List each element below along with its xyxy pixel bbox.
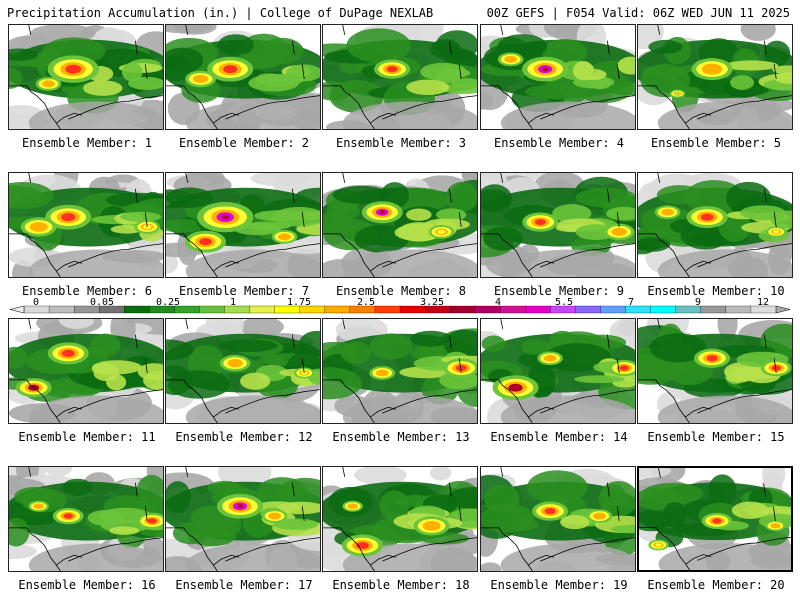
ensemble-member-label-17: Ensemble Member: 17 [175,578,313,592]
colorbar-tick-label: 1 [229,297,237,308]
run-info: 00Z GEFS | F054 Valid: 06Z WED JUN 11 20… [486,6,790,20]
colorbar-tick-label: 0.25 [155,297,181,308]
colorbar-tick-label: 1.75 [286,297,312,308]
colorbar-left-arrow [10,305,25,314]
precip-colorbar [10,305,790,314]
colorbar-swatch [374,305,401,314]
colorbar-swatch [500,305,526,314]
colorbar-swatch [700,305,727,314]
precip-map-11 [9,319,163,423]
colorbar-swatch [124,305,150,314]
ensemble-member-label-8: Ensemble Member: 8 [335,284,467,298]
ensemble-panel-16[interactable] [8,466,164,572]
ensemble-member-label-18: Ensemble Member: 18 [332,578,470,592]
ensemble-member-label-7: Ensemble Member: 7 [178,284,310,298]
colorbar-tick-label: 5.5 [554,297,574,308]
precip-map-5 [638,25,792,129]
ensemble-panel-2[interactable] [165,24,321,130]
precip-map-14 [481,319,635,423]
ensemble-panel-4[interactable] [480,24,636,130]
ensemble-panel-18[interactable] [322,466,478,572]
precip-map-7 [166,173,320,277]
precip-map-19 [481,467,635,571]
precip-map-4 [481,25,635,129]
precip-map-9 [481,173,635,277]
colorbar-swatch [449,305,476,314]
ensemble-member-label-11: Ensemble Member: 11 [18,430,156,444]
ensemble-member-label-3: Ensemble Member: 3 [335,136,467,150]
colorbar-tick-label: 4 [494,297,502,308]
ensemble-panel-14[interactable] [480,318,636,424]
ensemble-member-label-1: Ensemble Member: 1 [21,136,153,150]
precip-map-12 [166,319,320,423]
colorbar-tick-label: 12 [756,297,770,308]
precip-map-1 [9,25,163,129]
precip-map-8 [323,173,477,277]
precip-map-13 [323,319,477,423]
precip-map-3 [323,25,477,129]
ensemble-member-label-4: Ensemble Member: 4 [493,136,625,150]
ensemble-member-label-13: Ensemble Member: 13 [332,430,470,444]
ensemble-panel-5[interactable] [637,24,793,130]
ensemble-member-label-9: Ensemble Member: 9 [493,284,625,298]
precip-map-15 [638,319,792,423]
colorbar-tick-label: 0 [32,297,40,308]
map-title: Precipitation Accumulation (in.) | Colle… [7,6,434,20]
ensemble-member-label-20: Ensemble Member: 20 [647,578,785,592]
ensemble-member-label-2: Ensemble Member: 2 [178,136,310,150]
ensemble-panel-8[interactable] [322,172,478,278]
precip-map-17 [166,467,320,571]
colorbar-tick-label: 0.05 [89,297,115,308]
colorbar-swatch [650,305,677,314]
ensemble-member-label-16: Ensemble Member: 16 [18,578,156,592]
ensemble-member-label-14: Ensemble Member: 14 [490,430,628,444]
ensemble-member-label-15: Ensemble Member: 15 [647,430,785,444]
colorbar-swatch [224,305,250,314]
ensemble-member-label-6: Ensemble Member: 6 [21,284,153,298]
precip-map-10 [638,173,792,277]
colorbar-right-arrow [775,305,790,314]
ensemble-panel-20[interactable] [637,466,793,572]
precip-map-16 [9,467,163,571]
ensemble-member-label-19: Ensemble Member: 19 [490,578,628,592]
colorbar-tick-label: 3.25 [419,297,445,308]
colorbar-swatch [249,305,276,314]
ensemble-member-label-10: Ensemble Member: 10 [647,284,785,298]
colorbar-swatch [199,305,225,314]
colorbar-swatch [525,305,551,314]
ensemble-panel-1[interactable] [8,24,164,130]
colorbar-swatch [725,305,752,314]
ensemble-member-label-12: Ensemble Member: 12 [175,430,313,444]
ensemble-panel-15[interactable] [637,318,793,424]
colorbar-tick-label: 2.5 [356,297,376,308]
precip-map-20 [639,468,791,570]
ensemble-panel-7[interactable] [165,172,321,278]
ensemble-panel-17[interactable] [165,466,321,572]
colorbar-swatch [575,305,601,314]
precip-map-2 [166,25,320,129]
ensemble-panel-11[interactable] [8,318,164,424]
precip-map-18 [323,467,477,571]
colorbar-swatch [324,305,351,314]
ensemble-panel-9[interactable] [480,172,636,278]
ensemble-panel-10[interactable] [637,172,793,278]
ensemble-panel-12[interactable] [165,318,321,424]
ensemble-panel-19[interactable] [480,466,636,572]
colorbar-tick-label: 9 [694,297,702,308]
colorbar-tick-label: 7 [627,297,635,308]
ensemble-panel-13[interactable] [322,318,478,424]
colorbar-swatch [48,305,75,314]
ensemble-panel-3[interactable] [322,24,478,130]
colorbar-swatch [600,305,626,314]
ensemble-panel-6[interactable] [8,172,164,278]
ensemble-member-label-5: Ensemble Member: 5 [650,136,782,150]
precip-map-6 [9,173,163,277]
